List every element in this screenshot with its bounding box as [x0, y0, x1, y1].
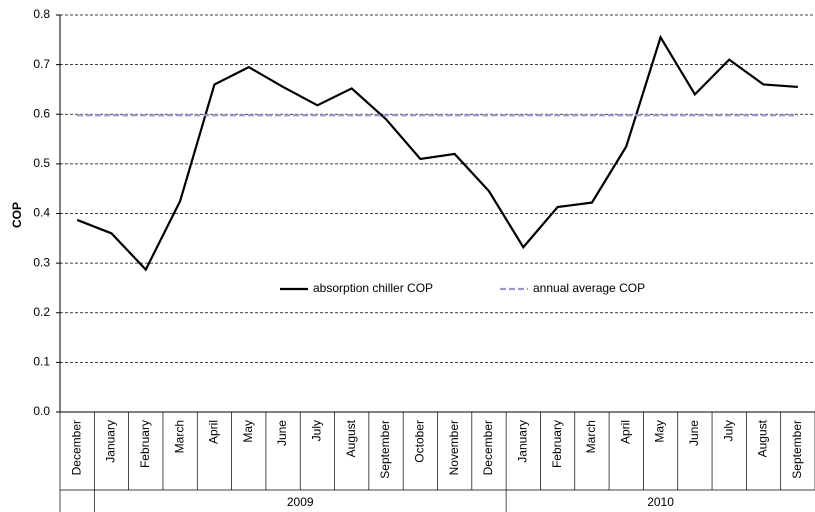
x-tick-label: May [653, 420, 667, 443]
x-tick-label: August [344, 419, 358, 457]
x-tick-label: February [550, 420, 564, 468]
legend-label: annual average COP [533, 281, 645, 295]
x-tick-label: August [756, 419, 770, 457]
y-tick-label: 0.0 [33, 404, 50, 418]
y-tick-label: 0.6 [33, 106, 50, 120]
x-tick-label: July [721, 420, 735, 441]
y-tick-label: 0.3 [33, 255, 50, 269]
y-tick-label: 0.1 [33, 355, 50, 369]
x-tick-label: January [515, 420, 529, 463]
x-tick-label: May [241, 420, 255, 443]
x-tick-label: June [275, 420, 289, 446]
x-tick-label: September [790, 420, 804, 479]
x-tick-label: February [138, 420, 152, 468]
y-tick-label: 0.7 [33, 57, 50, 71]
x-tick-label: June [687, 420, 701, 446]
x-tick-label: July [310, 420, 324, 441]
series-line [76, 34, 798, 272]
y-tick-label: 0.8 [33, 7, 50, 21]
x-tick-label: April [618, 420, 632, 444]
x-tick-label: September [378, 420, 392, 479]
y-axis-title: COP [10, 202, 24, 228]
x-tick-label: April [207, 420, 221, 444]
x-tick-label: December [69, 420, 83, 475]
y-tick-label: 0.2 [33, 305, 50, 319]
x-tick-label: January [104, 420, 118, 463]
x-tick-label: December [481, 420, 495, 475]
y-tick-label: 0.4 [33, 206, 50, 220]
x-tick-label: October [413, 420, 427, 463]
x-tick-label: March [584, 420, 598, 453]
x-tick-label: March [172, 420, 186, 453]
group-label: 2010 [647, 495, 674, 509]
y-tick-label: 0.5 [33, 156, 50, 170]
x-tick-label: November [447, 420, 461, 475]
legend-label: absorption chiller COP [313, 281, 433, 295]
group-label: 2009 [287, 495, 314, 509]
